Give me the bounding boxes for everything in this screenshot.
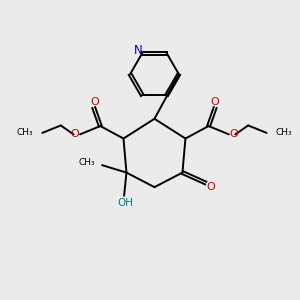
Text: O: O [210,97,219,107]
Text: CH₃: CH₃ [17,128,33,137]
Text: N: N [134,44,143,57]
Text: OH: OH [118,198,134,208]
Text: CH₃: CH₃ [275,128,292,137]
Text: CH₃: CH₃ [78,158,95,167]
Text: O: O [206,182,215,191]
Text: O: O [71,129,80,139]
Text: O: O [90,97,99,107]
Text: O: O [230,129,238,139]
